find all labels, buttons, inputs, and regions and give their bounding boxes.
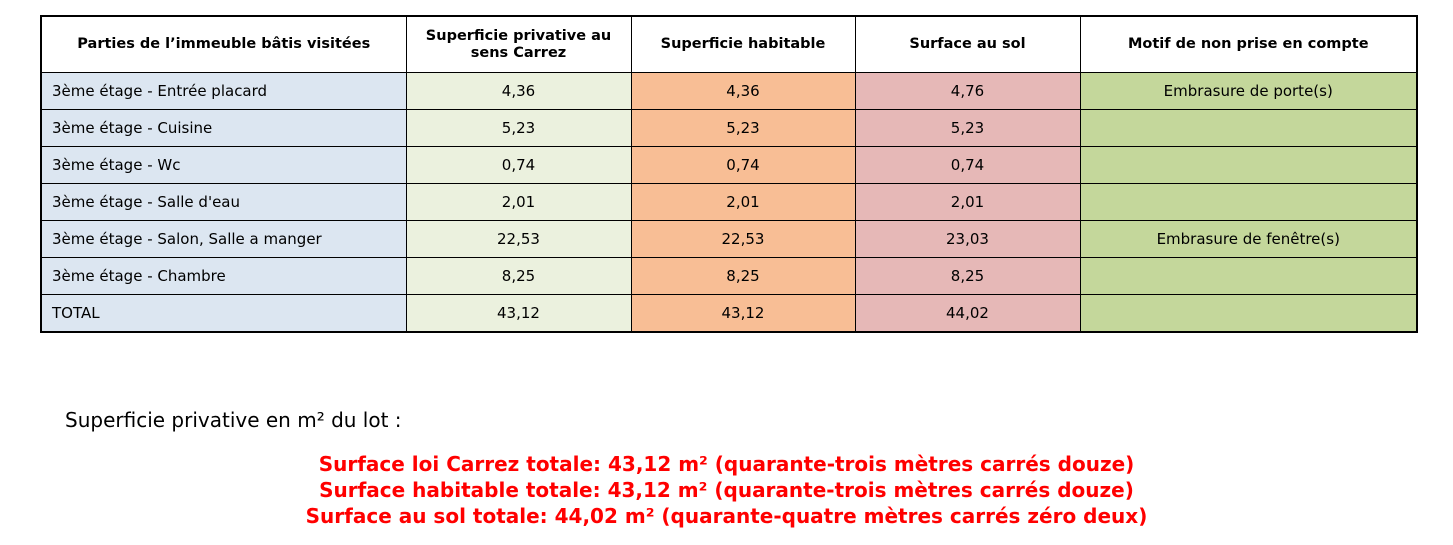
cell-sol: 5,23 — [854, 109, 1081, 147]
header-parties: Parties de l’immeuble bâtis visitées — [40, 15, 407, 73]
lot-surface-label: Superficie privative en m² du lot : — [65, 408, 402, 432]
cell-sol: 0,74 — [854, 146, 1081, 184]
cell-sol: 2,01 — [854, 183, 1081, 221]
table-row: 3ème étage - Salle d'eau 2,01 2,01 2,01 — [40, 183, 1418, 221]
cell-piece: 3ème étage - Salon, Salle a manger — [40, 220, 407, 258]
cell-motif — [1079, 257, 1418, 295]
cell-carrez: 22,53 — [405, 220, 632, 258]
cell-carrez: 2,01 — [405, 183, 632, 221]
header-carrez: Superficie privative au sens Carrez — [405, 15, 632, 73]
total-habitable-line: Surface habitable totale: 43,12 m² (quar… — [319, 478, 1134, 502]
cell-motif — [1079, 146, 1418, 184]
cell-piece: TOTAL — [40, 294, 407, 333]
cell-motif: Embrasure de porte(s) — [1079, 72, 1418, 110]
cell-motif — [1079, 294, 1418, 333]
cell-carrez: 5,23 — [405, 109, 632, 147]
cell-habitable: 0,74 — [630, 146, 856, 184]
table-total-row: TOTAL 43,12 43,12 44,02 — [40, 294, 1418, 333]
cell-carrez: 0,74 — [405, 146, 632, 184]
table-row: 3ème étage - Salon, Salle a manger 22,53… — [40, 220, 1418, 258]
cell-sol: 4,76 — [854, 72, 1081, 110]
cell-piece: 3ème étage - Cuisine — [40, 109, 407, 147]
header-habitable: Superficie habitable — [630, 15, 856, 73]
cell-habitable: 2,01 — [630, 183, 856, 221]
surface-table: Parties de l’immeuble bâtis visitées Sup… — [40, 15, 1418, 333]
cell-piece: 3ème étage - Salle d'eau — [40, 183, 407, 221]
cell-motif: Embrasure de fenêtre(s) — [1079, 220, 1418, 258]
header-sol: Surface au sol — [854, 15, 1081, 73]
table-row: 3ème étage - Wc 0,74 0,74 0,74 — [40, 146, 1418, 184]
cell-sol: 8,25 — [854, 257, 1081, 295]
cell-sol: 44,02 — [854, 294, 1081, 333]
cell-habitable: 8,25 — [630, 257, 856, 295]
table-row: 3ème étage - Cuisine 5,23 5,23 5,23 — [40, 109, 1418, 147]
table-header-row: Parties de l’immeuble bâtis visitées Sup… — [40, 15, 1418, 73]
totals-block: Surface loi Carrez totale: 43,12 m² (qua… — [0, 451, 1453, 529]
cell-habitable: 4,36 — [630, 72, 856, 110]
cell-sol: 23,03 — [854, 220, 1081, 258]
cell-carrez: 43,12 — [405, 294, 632, 333]
header-motif: Motif de non prise en compte — [1079, 15, 1418, 73]
cell-piece: 3ème étage - Entrée placard — [40, 72, 407, 110]
cell-motif — [1079, 109, 1418, 147]
total-sol-line: Surface au sol totale: 44,02 m² (quarant… — [305, 504, 1148, 528]
table-row: 3ème étage - Chambre 8,25 8,25 8,25 — [40, 257, 1418, 295]
cell-habitable: 43,12 — [630, 294, 856, 333]
cell-piece: 3ème étage - Wc — [40, 146, 407, 184]
cell-carrez: 8,25 — [405, 257, 632, 295]
cell-motif — [1079, 183, 1418, 221]
cell-piece: 3ème étage - Chambre — [40, 257, 407, 295]
table-row: 3ème étage - Entrée placard 4,36 4,36 4,… — [40, 72, 1418, 110]
cell-habitable: 5,23 — [630, 109, 856, 147]
cell-carrez: 4,36 — [405, 72, 632, 110]
total-carrez-line: Surface loi Carrez totale: 43,12 m² (qua… — [318, 452, 1135, 476]
cell-habitable: 22,53 — [630, 220, 856, 258]
